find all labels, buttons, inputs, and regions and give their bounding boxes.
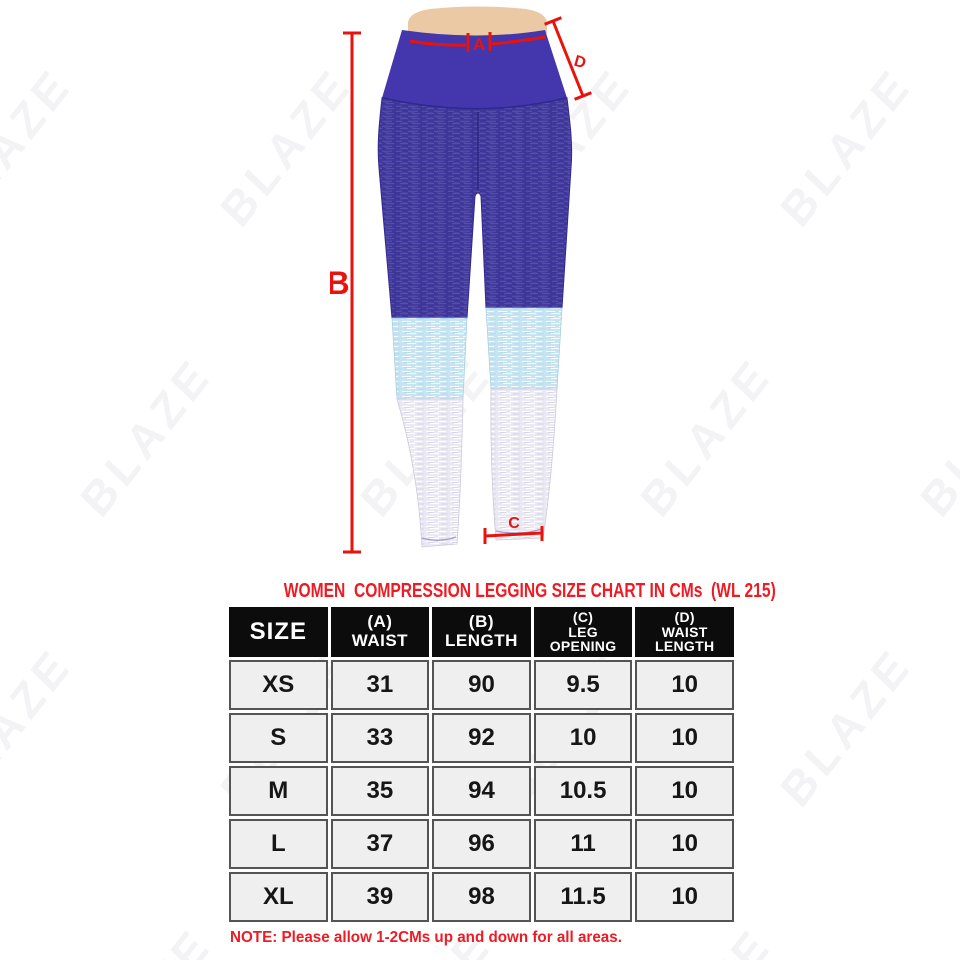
waist-length-cell: 10 <box>635 766 734 816</box>
size-cell: S <box>229 713 328 763</box>
watermark: BLAZE <box>770 636 922 818</box>
length-cell: 98 <box>432 872 531 922</box>
waist-length-cell: 10 <box>635 713 734 763</box>
watermark: BLAZE <box>910 916 960 960</box>
header-row: SIZE (A) WAIST (B) LENGTH (C) LEG OPENIN… <box>229 607 734 657</box>
ankle-hem-left <box>421 536 457 541</box>
table-row-s: S 33 92 10 10 <box>229 713 734 763</box>
col-header-leg-opening: (C) LEG OPENING <box>533 607 633 657</box>
leggings-photo: A B C D <box>326 6 592 554</box>
length-cell: 92 <box>432 713 531 763</box>
waist-cell: 37 <box>330 819 430 869</box>
col-header-waist: (A) WAIST <box>330 607 430 657</box>
measurement-line-d <box>544 16 592 101</box>
col-header-waist-length: (D) WAIST LENGTH <box>635 607 734 657</box>
col-header-size: SIZE <box>229 607 328 657</box>
waist-cell: 33 <box>330 713 430 763</box>
measurement-label-d: D <box>572 53 588 73</box>
white-band-right <box>490 388 558 541</box>
light-blue-band-left <box>391 317 468 400</box>
size-cell: L <box>229 819 328 869</box>
watermark: BLAZE <box>770 56 922 238</box>
length-cell: 90 <box>432 660 531 710</box>
watermark: BLAZE <box>70 916 222 960</box>
measurement-label-a: A <box>473 35 485 54</box>
waist-cell: 35 <box>330 766 430 816</box>
watermark: BLAZE <box>70 346 222 528</box>
leg-opening-cell: 11.5 <box>533 872 633 922</box>
size-cell: M <box>229 766 328 816</box>
col-header-length: (B) LENGTH <box>432 607 531 657</box>
length-cell: 94 <box>432 766 531 816</box>
watermark: BLAZE <box>0 56 82 238</box>
leg-opening-cell: 10 <box>533 713 633 763</box>
leg-opening-cell: 10.5 <box>533 766 633 816</box>
size-chart-title: WOMEN COMPRESSION LEGGING SIZE CHART IN … <box>283 580 776 602</box>
mannequin-torso <box>408 6 547 38</box>
table-row-m: M 35 94 10.5 10 <box>229 766 734 816</box>
waist-cell: 31 <box>330 660 430 710</box>
leg-opening-cell: 11 <box>533 819 633 869</box>
measurement-line-a <box>409 32 546 52</box>
leggings-waistband <box>382 30 567 109</box>
size-chart-table: SIZE (A) WAIST (B) LENGTH (C) LEG OPENIN… <box>226 604 737 925</box>
table-row-l: L 37 96 11 10 <box>229 819 734 869</box>
measurement-label-c: C <box>508 515 520 532</box>
leg-opening-cell: 9.5 <box>533 660 633 710</box>
table-row-xl: XL 39 98 11.5 10 <box>229 872 734 922</box>
leggings-figure: A B C D <box>326 0 660 575</box>
leggings-upper-section <box>377 97 573 319</box>
light-blue-band-right <box>485 307 563 390</box>
measurement-line-c <box>483 526 544 544</box>
waist-length-cell: 10 <box>635 819 734 869</box>
size-cell: XS <box>229 660 328 710</box>
white-band-left <box>396 398 464 548</box>
size-cell: XL <box>229 872 328 922</box>
waist-cell: 39 <box>330 872 430 922</box>
waist-length-cell: 10 <box>635 872 734 922</box>
size-chart-note: NOTE: Please allow 1-2CMs up and down fo… <box>230 929 622 946</box>
measurement-line-b <box>343 31 361 554</box>
watermark: BLAZE <box>0 636 82 818</box>
length-cell: 96 <box>432 819 531 869</box>
watermark: BLAZE <box>910 346 960 528</box>
waist-length-cell: 10 <box>635 660 734 710</box>
measurement-label-b: B <box>330 265 350 301</box>
table-row-xs: XS 31 90 9.5 10 <box>229 660 734 710</box>
